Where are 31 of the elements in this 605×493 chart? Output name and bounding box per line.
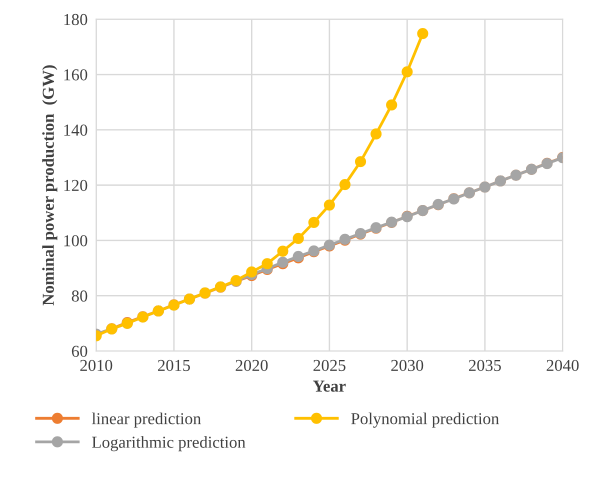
x-tick-label: 2015 bbox=[158, 360, 190, 372]
y-tick-label: 180 bbox=[64, 14, 88, 26]
x-tick-label: 2035 bbox=[468, 360, 501, 372]
point bbox=[277, 246, 288, 257]
y-tick-label: 160 bbox=[64, 69, 88, 80]
point bbox=[402, 66, 413, 78]
point bbox=[354, 156, 366, 168]
point bbox=[308, 216, 320, 228]
x-tick-label: 2020 bbox=[236, 360, 268, 372]
x-tick-label: 2030 bbox=[391, 360, 424, 372]
y-tick-label: 80 bbox=[72, 290, 88, 302]
point bbox=[386, 99, 398, 110]
y-tick-label: 100 bbox=[64, 235, 88, 246]
point bbox=[262, 258, 273, 270]
x-tick-label: 2025 bbox=[313, 360, 346, 372]
point bbox=[324, 199, 335, 211]
y-tick-label: 140 bbox=[64, 124, 88, 136]
y-tick-label: 120 bbox=[64, 180, 88, 192]
legend-label: Polynomial prediction bbox=[351, 412, 500, 428]
point bbox=[339, 179, 351, 190]
point bbox=[417, 28, 428, 40]
x-tick-label: 2040 bbox=[546, 360, 579, 372]
legend-label: linear prediction bbox=[92, 412, 201, 428]
x-tick-label: 2010 bbox=[80, 360, 112, 372]
legend-label: Logarithmic prediction bbox=[92, 436, 246, 452]
point bbox=[292, 232, 304, 244]
y-tick-label: 60 bbox=[72, 346, 88, 357]
y-axis-title: Nominal power production (GW) bbox=[42, 65, 58, 306]
x-axis-title: Year bbox=[313, 380, 346, 392]
point bbox=[246, 266, 258, 278]
point bbox=[370, 128, 382, 140]
